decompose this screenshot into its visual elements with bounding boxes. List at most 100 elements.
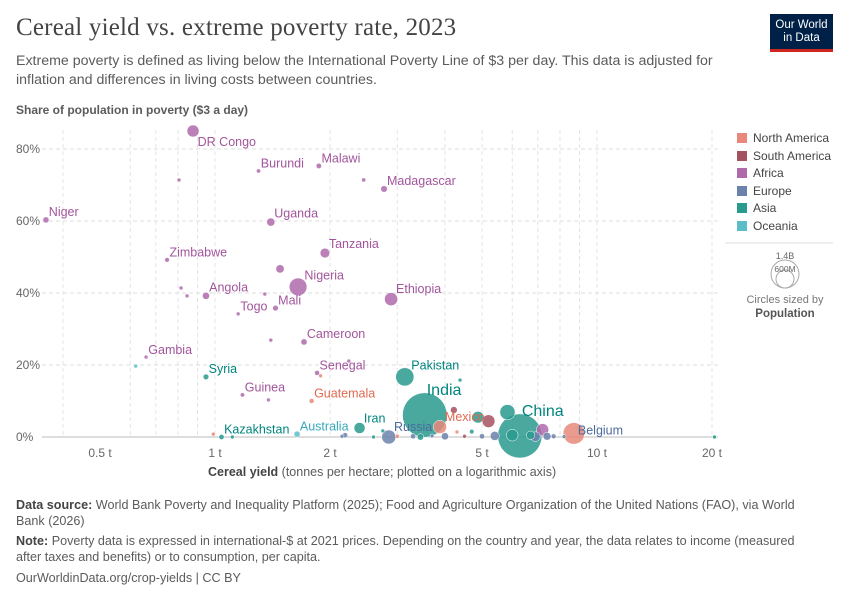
legend-item[interactable]: Oceania <box>737 219 798 233</box>
data-point[interactable] <box>266 217 276 227</box>
data-point[interactable] <box>176 177 182 183</box>
data-point[interactable] <box>218 434 225 440</box>
data-point[interactable] <box>164 257 170 263</box>
data-point[interactable] <box>202 292 210 300</box>
point-label: Madagascar <box>387 174 456 188</box>
legend-item[interactable]: South America <box>737 149 831 163</box>
data-point[interactable] <box>499 404 516 421</box>
data-point[interactable] <box>275 264 285 274</box>
data-point[interactable] <box>308 398 315 404</box>
point-label: DR Congo <box>198 135 256 149</box>
chart-subtitle: Extreme poverty is defined as living bel… <box>16 53 713 88</box>
data-point[interactable] <box>395 367 415 387</box>
data-point[interactable] <box>319 247 331 259</box>
data-point[interactable] <box>42 216 50 224</box>
data-point[interactable] <box>184 293 190 299</box>
data-point[interactable] <box>479 433 485 440</box>
data-point[interactable] <box>410 433 416 440</box>
data-point[interactable] <box>240 392 245 398</box>
legend-swatch <box>737 221 747 231</box>
data-point[interactable] <box>542 432 552 441</box>
y-tick-label: 20% <box>16 358 40 372</box>
data-point[interactable] <box>526 430 536 440</box>
data-point[interactable] <box>235 311 241 317</box>
data-point[interactable] <box>268 337 274 343</box>
data-point[interactable] <box>384 292 398 306</box>
legend-label: Africa <box>753 166 784 181</box>
point-label: Gambia <box>148 343 192 357</box>
data-point[interactable] <box>462 434 467 439</box>
legend-swatch <box>737 133 747 143</box>
data-point[interactable] <box>202 373 210 380</box>
point-label: Syria <box>209 362 238 376</box>
data-point[interactable] <box>454 429 460 435</box>
legend-item[interactable]: Africa <box>737 166 784 180</box>
size-legend-small-circle <box>775 269 795 289</box>
legend-item[interactable]: Europe <box>737 184 792 198</box>
legend-item[interactable]: North America <box>737 131 829 145</box>
data-point[interactable] <box>315 162 322 169</box>
data-point[interactable] <box>256 168 261 174</box>
data-point[interactable] <box>457 377 463 383</box>
data-point[interactable] <box>371 434 376 440</box>
data-point[interactable] <box>318 373 323 379</box>
point-label: China <box>522 403 564 420</box>
data-point[interactable] <box>272 305 279 312</box>
x-tick-label: 20 t <box>702 446 723 460</box>
data-point[interactable] <box>433 420 447 434</box>
data-point[interactable] <box>416 433 424 441</box>
point-label: Guatemala <box>314 387 375 401</box>
data-point[interactable] <box>266 397 271 403</box>
legend-swatch <box>737 168 747 179</box>
x-tick-label: 10 t <box>587 446 608 460</box>
y-tick-label: 80% <box>16 142 40 156</box>
data-point[interactable] <box>314 370 320 376</box>
data-point[interactable] <box>262 291 268 297</box>
data-point[interactable] <box>288 277 308 296</box>
data-point[interactable] <box>561 434 567 439</box>
data-point[interactable] <box>380 185 388 193</box>
data-point[interactable] <box>186 124 200 138</box>
data-point[interactable] <box>353 422 366 434</box>
owid-logo[interactable]: Our World in Data <box>770 14 833 52</box>
legend-item[interactable]: Asia <box>737 201 776 215</box>
data-point[interactable] <box>429 433 435 439</box>
data-point[interactable] <box>394 433 400 439</box>
point-label: Iran <box>364 412 386 426</box>
data-point[interactable] <box>441 432 449 441</box>
point-label: Kazakhstan <box>224 422 289 436</box>
y-tick-label: 60% <box>16 214 40 228</box>
source-label: Data source: <box>16 498 93 512</box>
data-point[interactable] <box>230 434 235 440</box>
footer-url[interactable]: OurWorldinData.org/crop-yields | CC BY <box>16 571 241 585</box>
data-point[interactable] <box>300 338 308 346</box>
point-label: Tanzania <box>329 237 379 251</box>
point-label: Russia <box>394 420 432 434</box>
data-point[interactable] <box>346 358 352 364</box>
point-label: Malawi <box>321 151 360 165</box>
legend-swatch <box>737 203 747 214</box>
data-point[interactable] <box>380 428 386 434</box>
data-point[interactable] <box>450 406 458 414</box>
data-point[interactable] <box>562 422 585 445</box>
point-label: Niger <box>49 205 79 219</box>
legend-swatch <box>737 150 747 161</box>
data-point[interactable] <box>361 177 366 183</box>
data-point[interactable] <box>293 430 301 438</box>
data-point[interactable] <box>143 354 149 360</box>
data-point[interactable] <box>211 431 216 437</box>
data-point[interactable] <box>133 363 138 369</box>
data-point[interactable] <box>712 434 717 440</box>
point-label: Mali <box>278 293 301 307</box>
data-point[interactable] <box>339 434 345 439</box>
data-point[interactable] <box>506 429 519 442</box>
data-point[interactable] <box>469 429 475 435</box>
point-label: Cameroon <box>307 327 365 341</box>
data-point[interactable] <box>489 431 500 441</box>
data-point[interactable] <box>471 411 485 424</box>
point-label: Australia <box>300 419 349 433</box>
point-label: Senegal <box>320 358 366 372</box>
data-point[interactable] <box>550 433 557 439</box>
legend-label: Oceania <box>753 219 798 233</box>
data-point[interactable] <box>178 285 184 291</box>
